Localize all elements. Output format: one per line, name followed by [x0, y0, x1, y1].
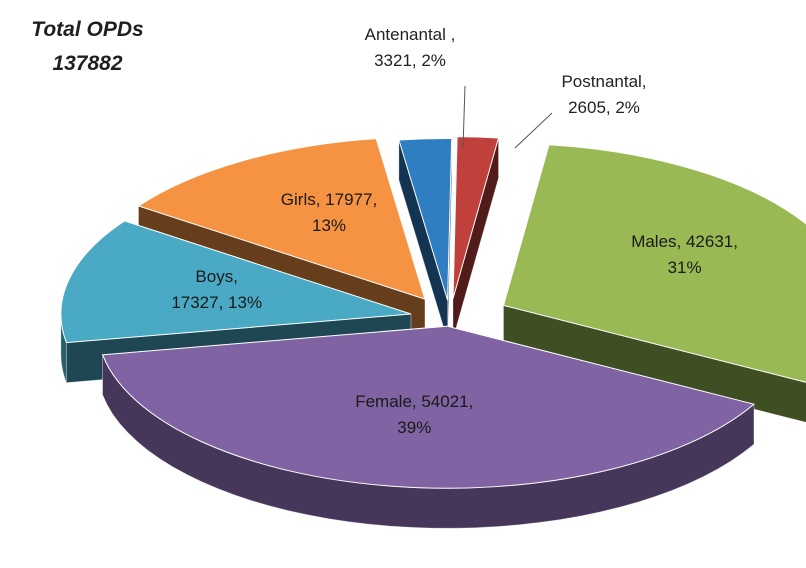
slice-label-boys: Boys, 17327, 13% [171, 267, 262, 312]
leader-lines [462, 85, 553, 149]
slice-boys [60, 220, 412, 344]
leader-line-antenantal [462, 85, 466, 149]
slice-tops [60, 136, 806, 489]
slice-female [101, 325, 755, 489]
slice-postnantal [452, 136, 500, 299]
slice-label-males: Males, 42631, 31% [631, 232, 738, 277]
slice-labels: Antenantal , 3321, 2% Postnantal, 2605, 2% M… [171, 25, 738, 437]
slice-antenantal [398, 137, 453, 301]
chart-subtitle: 137882 [52, 52, 123, 75]
slice-girls [137, 138, 426, 300]
chart-title: Total OPDs [31, 18, 144, 41]
slice-label-postnantal: Postnantal, 2605, 2% [561, 72, 646, 117]
slice-label-female: Female, 54021, 39% [355, 392, 473, 437]
slice-label-girls: Girls, 17977, 13% [281, 190, 377, 235]
slice-label-antenantal: Antenantal , 3321, 2% [365, 25, 456, 70]
leader-line-postnantal [514, 112, 553, 149]
slice-males [502, 144, 806, 383]
